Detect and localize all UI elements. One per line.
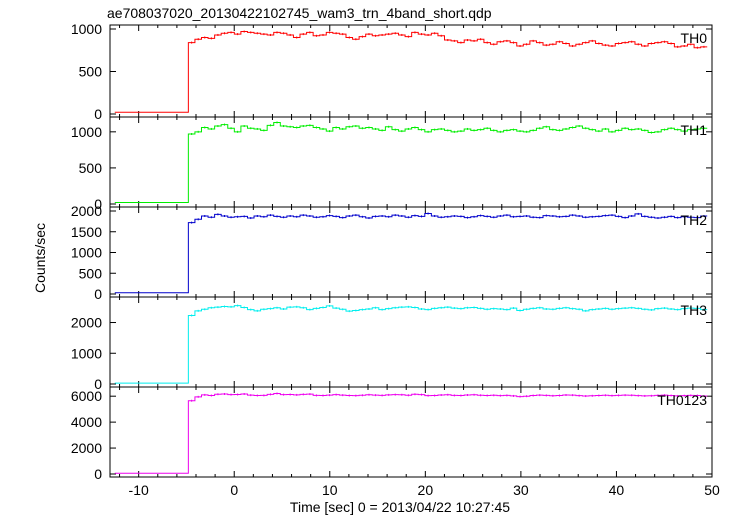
series-line-TH0123 (114, 392, 708, 474)
y-tick-label-TH3: 2000 (71, 315, 102, 331)
chart-title: ae708037020_20130422102745_wam3_trn_4ban… (107, 5, 492, 21)
y-axis-label: Counts/sec (32, 223, 48, 293)
x-axis-label: Time [sec] 0 = 2013/04/22 10:27:45 (290, 499, 510, 515)
series-line-TH3 (114, 305, 708, 384)
y-tick-label-TH2: 0 (94, 286, 102, 302)
y-tick-label-TH0123: 6000 (71, 388, 102, 404)
panel-frame-TH2 (109, 206, 713, 298)
y-tick-label-TH1: 500 (79, 160, 103, 176)
x-tick-label: 30 (513, 482, 529, 498)
y-tick-label-TH2: 500 (79, 265, 103, 281)
y-tick-label-TH0: 500 (79, 64, 103, 80)
y-tick-label-TH2: 1500 (71, 224, 102, 240)
x-tick-label: 50 (704, 482, 720, 498)
panel-frame-TH0123 (109, 386, 713, 478)
panel-label-TH1: TH1 (681, 122, 708, 138)
y-tick-label-TH0123: 2000 (71, 440, 102, 456)
x-tick-label: -10 (129, 482, 149, 498)
y-tick-label-TH1: 0 (94, 196, 102, 212)
y-tick-label-TH3: 1000 (71, 345, 102, 361)
y-tick-label-TH0: 1000 (71, 21, 102, 37)
x-tick-label: 20 (418, 482, 434, 498)
y-tick-label-TH2: 1000 (71, 245, 102, 261)
y-tick-label-TH0123: 4000 (71, 414, 102, 430)
panel-label-TH2: TH2 (681, 212, 708, 228)
x-tick-label: 40 (609, 482, 625, 498)
panel-label-TH0123: TH0123 (657, 392, 707, 408)
y-tick-label-TH1: 1000 (71, 124, 102, 140)
x-tick-label: 0 (230, 482, 238, 498)
series-line-TH2 (114, 212, 708, 294)
panel-label-TH3: TH3 (681, 302, 708, 318)
y-tick-label-TH3: 0 (94, 376, 102, 392)
y-tick-label-TH0123: 0 (94, 466, 102, 482)
y-tick-label-TH2: 2000 (71, 203, 102, 219)
panel-label-TH0: TH0 (681, 30, 708, 46)
x-tick-label: 10 (322, 482, 338, 498)
y-tick-label-TH0: 0 (94, 106, 102, 122)
series-line-TH1 (114, 121, 708, 204)
